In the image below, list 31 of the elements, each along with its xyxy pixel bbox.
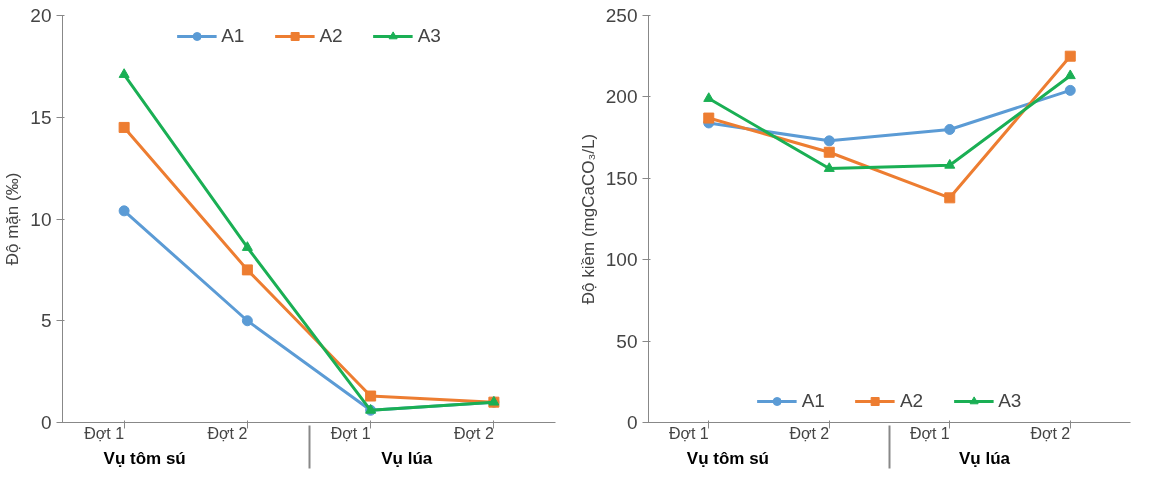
text: Vụ tôm sú (686, 449, 769, 468)
legend-label: A3 (998, 390, 1022, 412)
text: Vụ lúa (381, 449, 433, 468)
x-tick-label: Đợt 1 (909, 425, 950, 442)
x-tick-label: Đợt 2 (789, 425, 830, 442)
legend-label: A3 (417, 25, 441, 47)
x-tick-label: Đợt 2 (207, 425, 248, 442)
y-axis-title: Độ mặn (‰) (3, 172, 23, 266)
y-tick-label: 0 (626, 412, 638, 433)
y-tick-label: 20 (30, 5, 52, 26)
legend-label: A2 (899, 390, 924, 412)
x-tick-label: Đợt 1 (84, 425, 125, 442)
y-tick-label: 150 (605, 167, 638, 189)
legend-label: A1 (221, 25, 245, 47)
y-tick-label: 100 (605, 249, 638, 271)
text: Vụ lúa (958, 449, 1011, 468)
y-tick-label: 200 (605, 86, 638, 108)
x-tick-label: Đợt 2 (454, 425, 494, 442)
legend-label: A1 (801, 390, 825, 412)
y-tick-label: 15 (30, 106, 52, 128)
x-tick-label: Đợt 1 (668, 425, 709, 442)
x-tick-label: Đợt 1 (330, 425, 371, 442)
text: Vụ tôm sú (103, 449, 186, 468)
legend-label: A2 (319, 25, 343, 47)
y-tick-label: 250 (605, 5, 638, 26)
y-tick-label: 0 (40, 412, 52, 433)
y-axis-title: Độ kiềm (mgCaCO₃/L) (578, 133, 598, 305)
x-tick-label: Đợt 2 (1030, 425, 1071, 442)
y-tick-label: 10 (30, 208, 52, 230)
y-tick-label: 50 (616, 330, 638, 352)
y-tick-label: 5 (40, 310, 52, 332)
